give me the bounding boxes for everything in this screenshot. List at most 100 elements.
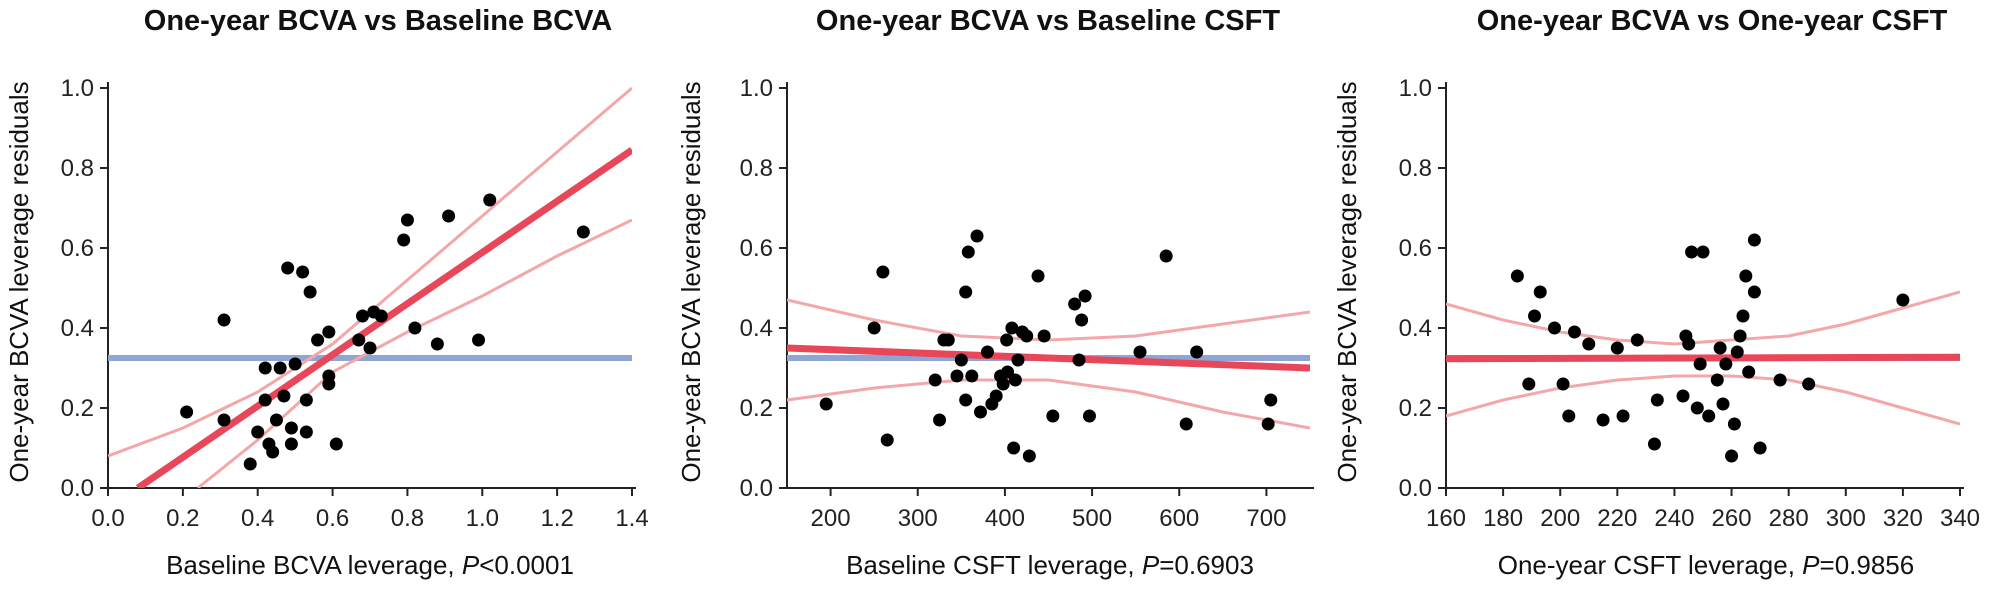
fit-line — [787, 344, 1310, 372]
x-axis-label: Baseline BCVA leverage, P<0.0001 — [166, 550, 574, 580]
data-point — [1747, 233, 1761, 247]
x-tick-label: 500 — [1072, 505, 1112, 532]
y-axis-label: One-year BCVA leverage residuals — [4, 81, 34, 482]
data-points — [819, 229, 1278, 463]
data-point — [989, 389, 1003, 403]
data-point — [1710, 373, 1724, 387]
ci-lower-line — [787, 378, 1310, 430]
data-point — [1690, 401, 1704, 415]
data-point — [299, 393, 313, 407]
p-value-text: =0.6903 — [1159, 550, 1254, 580]
x-tick-label: 180 — [1483, 505, 1523, 532]
data-point — [1739, 269, 1753, 283]
data-point — [1730, 345, 1744, 359]
data-point — [1647, 437, 1661, 451]
chart-title: One-year BCVA vs One-year CSFT — [1477, 5, 1948, 37]
data-point — [288, 357, 302, 371]
data-point — [1037, 329, 1051, 343]
data-points — [1510, 233, 1910, 463]
data-point — [1693, 357, 1707, 371]
data-point — [980, 345, 994, 359]
data-point — [299, 425, 313, 439]
data-point — [1510, 269, 1524, 283]
data-point — [1568, 325, 1581, 339]
y-axis-label: One-year BCVA leverage residuals — [676, 81, 706, 482]
data-point — [1713, 341, 1727, 355]
data-points — [180, 193, 590, 471]
data-point — [1676, 389, 1690, 403]
data-point — [959, 393, 973, 407]
data-point — [961, 245, 975, 259]
data-point — [363, 341, 377, 355]
data-point — [1000, 333, 1014, 347]
data-point — [296, 265, 310, 279]
y-tick-label: 1.0 — [740, 75, 773, 102]
data-point — [266, 445, 280, 459]
data-point — [970, 229, 984, 243]
data-point — [1610, 341, 1624, 355]
y-tick-label: 0.6 — [1399, 235, 1432, 262]
y-axis-label: One-year BCVA leverage residuals — [1332, 81, 1362, 482]
x-tick-label: 600 — [1159, 505, 1199, 532]
x-axis-label-text: Baseline BCVA leverage, — [166, 550, 462, 580]
x-tick-label: 260 — [1712, 505, 1752, 532]
data-point — [1696, 245, 1710, 259]
y-tick-label: 0.4 — [1399, 315, 1432, 342]
data-point — [352, 333, 366, 347]
chart-panel-2: One-year BCVA vs Baseline CSFT One-year B… — [676, 5, 1314, 580]
data-point — [880, 433, 894, 447]
data-point — [1261, 417, 1275, 431]
data-point — [281, 261, 295, 275]
y-tick-label: 1.0 — [61, 75, 94, 102]
data-point — [1742, 365, 1756, 379]
data-point — [1005, 321, 1019, 335]
x-axis-label-text: Baseline CSFT leverage, — [846, 550, 1142, 580]
x-tick-label: 320 — [1883, 505, 1923, 532]
x-tick-label: 280 — [1769, 505, 1809, 532]
data-point — [1896, 293, 1910, 307]
data-point — [442, 209, 456, 223]
ci-upper-line — [1446, 290, 1960, 346]
y-tick-label: 0.4 — [740, 315, 773, 342]
data-point — [1719, 357, 1733, 371]
data-point — [400, 213, 414, 227]
data-point — [1001, 365, 1015, 379]
data-point — [1031, 269, 1045, 283]
chart-title: One-year BCVA vs Baseline CSFT — [816, 5, 1280, 37]
data-point — [1736, 309, 1750, 323]
data-point — [1685, 245, 1699, 259]
data-point — [1133, 345, 1147, 359]
x-tick-label: 0.0 — [91, 505, 124, 532]
data-point — [397, 233, 411, 247]
data-point — [1011, 353, 1025, 367]
x-tick-label: 300 — [1826, 505, 1866, 532]
data-point — [1753, 441, 1767, 455]
data-point — [1082, 409, 1096, 423]
regression-lines — [787, 298, 1310, 430]
data-point — [1596, 413, 1610, 427]
data-point — [1179, 417, 1193, 431]
x-tick-label: 1.0 — [466, 505, 499, 532]
y-tick-label: 0.4 — [61, 315, 94, 342]
p-value-text: =0.9856 — [1820, 550, 1915, 580]
data-point — [1548, 321, 1562, 335]
data-point — [258, 393, 272, 407]
data-point — [965, 369, 979, 383]
data-point — [1046, 409, 1060, 423]
data-point — [217, 413, 231, 427]
data-point — [1802, 377, 1816, 391]
data-point — [1650, 393, 1664, 407]
data-point — [1682, 337, 1696, 351]
data-point — [876, 265, 890, 279]
data-point — [819, 397, 833, 411]
x-tick-label: 340 — [1940, 505, 1980, 532]
data-point — [258, 361, 272, 375]
data-point — [1072, 353, 1086, 367]
data-point — [1582, 337, 1596, 351]
data-point — [269, 413, 283, 427]
data-point — [1616, 409, 1630, 423]
x-tick-label: 240 — [1654, 505, 1694, 532]
data-point — [928, 373, 942, 387]
y-tick-label: 0.8 — [740, 155, 773, 182]
